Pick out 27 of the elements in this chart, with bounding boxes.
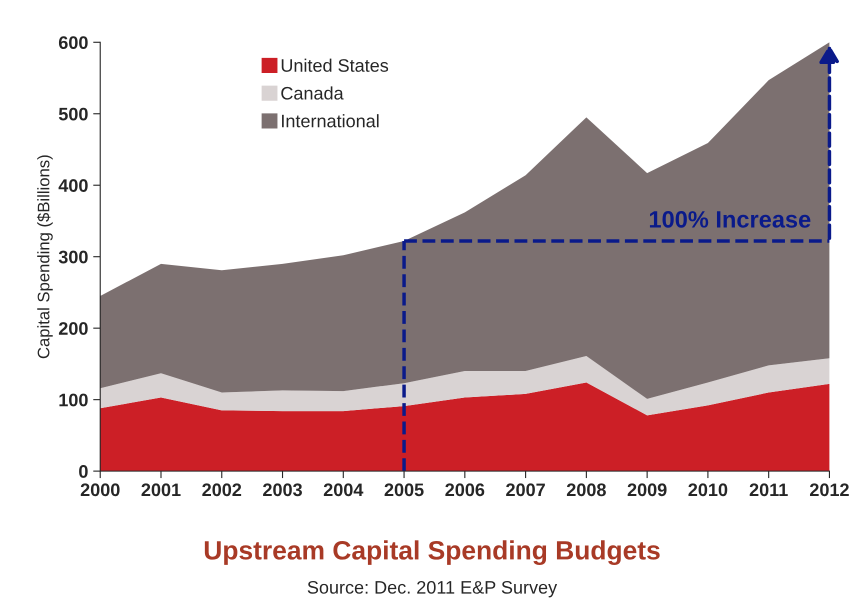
x-tick-label: 2002	[202, 483, 242, 496]
y-tick-label: 300	[58, 250, 88, 264]
x-tick-label: 2010	[688, 483, 728, 496]
x-tick-label: 2007	[506, 483, 545, 496]
y-tick-label: 100	[59, 394, 88, 406]
legend-label: International	[282, 114, 379, 128]
y-axis-title: Capital Spending ($Billions)	[36, 155, 53, 358]
x-tick-label: 2003	[263, 483, 302, 496]
x-tick-label: 2006	[445, 483, 484, 496]
y-tick-label: 400	[58, 179, 88, 192]
source-note: Source: Dec. 2011 E&P Survey	[308, 580, 558, 598]
y-tick-label: 200	[58, 322, 88, 335]
x-tick-label: 2001	[142, 483, 181, 496]
x-tick-label: 2005	[384, 483, 424, 496]
x-tick-label: 2000	[80, 483, 120, 496]
y-tick-label: 600	[58, 36, 88, 49]
text: Upstream Capital Spending Budgets	[204, 540, 660, 566]
x-tick-label: 2011	[750, 483, 788, 496]
legend-label: Canada	[281, 86, 344, 100]
annotation: 100% Increase	[650, 211, 810, 228]
y-tick-label: 0	[79, 465, 88, 478]
x-tick-label: 2004	[324, 483, 364, 496]
x-tick-label: 2008	[566, 483, 606, 496]
x-tick-label: 2009	[628, 483, 667, 496]
legend-label: United States	[282, 58, 388, 72]
x-tick-label: 2012	[810, 483, 849, 496]
y-tick-label: 500	[58, 108, 88, 120]
